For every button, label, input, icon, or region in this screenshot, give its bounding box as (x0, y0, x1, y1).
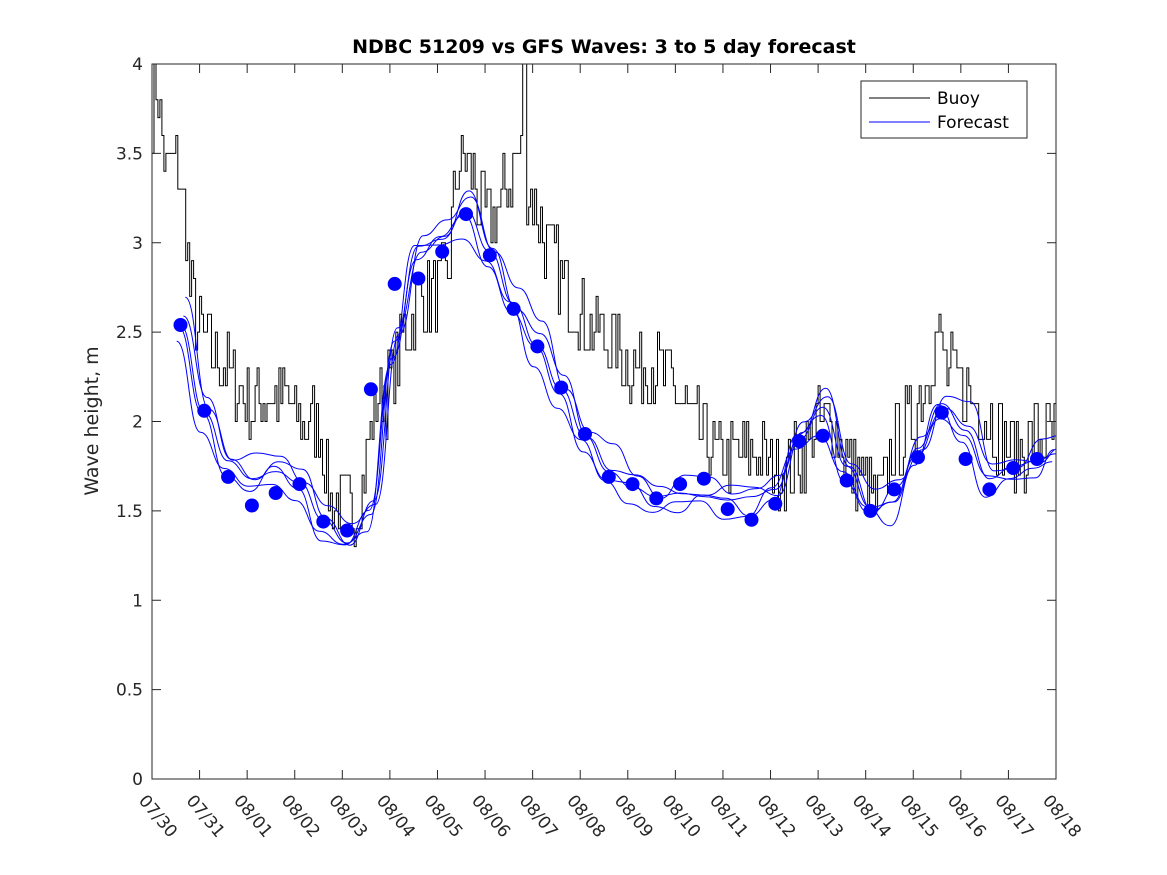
forecast-point (292, 477, 307, 492)
forecast-point (1006, 461, 1021, 475)
x-tick-label: 08/08 (562, 791, 609, 841)
x-tick-label: 08/17 (991, 791, 1038, 841)
y-tick-label: 3.5 (116, 144, 143, 164)
y-tick-label: 0 (132, 770, 143, 790)
forecast-point (459, 207, 473, 222)
x-tick-label: 08/18 (1038, 791, 1085, 841)
forecast-point (482, 248, 497, 263)
forecast-point (268, 486, 283, 500)
x-tick-label: 08/03 (324, 791, 371, 841)
forecast-point (911, 450, 925, 465)
x-tick-label: 08/04 (372, 791, 419, 841)
x-tick-label: 08/10 (658, 791, 705, 841)
y-tick-label: 1.5 (116, 502, 143, 522)
x-tick-label: 08/05 (420, 791, 467, 841)
x-tick-label: 08/13 (800, 791, 847, 841)
forecast-point (578, 427, 592, 441)
x-axis: 07/30 07/31 08/01 08/02 08/03 08/04 08/05 08/06… (134, 64, 1085, 842)
forecast-point (411, 271, 426, 286)
x-tick-label: 08/11 (705, 791, 752, 841)
x-tick-label: 08/15 (895, 791, 942, 841)
forecast-point (601, 469, 616, 484)
forecast-point (958, 452, 973, 466)
forecast-point (530, 339, 545, 354)
x-tick-label: 08/07 (515, 791, 562, 841)
forecast-point (863, 503, 878, 518)
x-tick-label: 08/02 (277, 791, 324, 841)
forecast-point (554, 380, 569, 395)
forecast-point (673, 477, 688, 492)
legend-forecast-label: Forecast (937, 113, 1009, 133)
y-axis: 0 0.5 1 1.5 2 2.5 3 3.5 4 (116, 55, 1056, 790)
x-tick-label: 07/30 (134, 791, 181, 841)
forecast-point (649, 491, 664, 506)
x-tick-label: 07/31 (182, 791, 229, 841)
forecast-point (625, 477, 640, 492)
forecast-point (815, 428, 830, 443)
axes-box (151, 63, 1057, 780)
y-axis-label: Wave height, m (81, 346, 103, 495)
forecast-point (982, 482, 997, 497)
forecast-point (720, 502, 735, 517)
buoy-series-line (152, 64, 1056, 548)
y-tick-label: 0.5 (116, 681, 143, 701)
forecast-point (221, 469, 236, 484)
forecast-point (435, 244, 450, 259)
y-tick-label: 2.5 (116, 323, 143, 343)
legend: Buoy Forecast (860, 80, 1028, 139)
x-tick-label: 08/12 (753, 791, 800, 841)
forecast-point (696, 471, 711, 486)
x-tick-label: 08/09 (610, 791, 657, 841)
x-tick-label: 08/01 (229, 791, 276, 841)
forecast-markers (173, 207, 1044, 538)
forecast-point (744, 512, 759, 527)
chart-title: NDBC 51209 vs GFS Waves: 3 to 5 day fore… (352, 36, 856, 58)
x-tick-label: 08/16 (943, 791, 990, 841)
forecast-point (839, 473, 854, 488)
y-tick-label: 4 (132, 55, 143, 75)
x-tick-label: 08/06 (467, 791, 514, 841)
forecast-point (173, 318, 188, 332)
forecast-point (387, 276, 402, 291)
forecast-series-line (184, 196, 1056, 525)
y-tick-label: 2 (132, 413, 143, 433)
forecast-point (1030, 452, 1044, 466)
forecast-point (768, 496, 783, 511)
forecast-point (244, 498, 259, 513)
forecast-point (340, 523, 355, 538)
forecast-point (197, 403, 212, 418)
forecast-series-line (180, 210, 1056, 544)
y-tick-label: 1 (132, 591, 143, 611)
plot-area (152, 64, 1056, 548)
forecast-point (506, 301, 521, 316)
y-tick-label: 3 (132, 234, 143, 254)
forecast-point (363, 382, 378, 397)
legend-box (860, 80, 1028, 139)
forecast-point (934, 405, 949, 420)
forecast-point (316, 514, 331, 529)
legend-buoy-label: Buoy (937, 89, 980, 109)
forecast-series-line (178, 214, 1055, 546)
x-tick-label: 08/14 (848, 791, 895, 841)
forecast-point (887, 482, 902, 497)
forecast-point (792, 434, 807, 449)
